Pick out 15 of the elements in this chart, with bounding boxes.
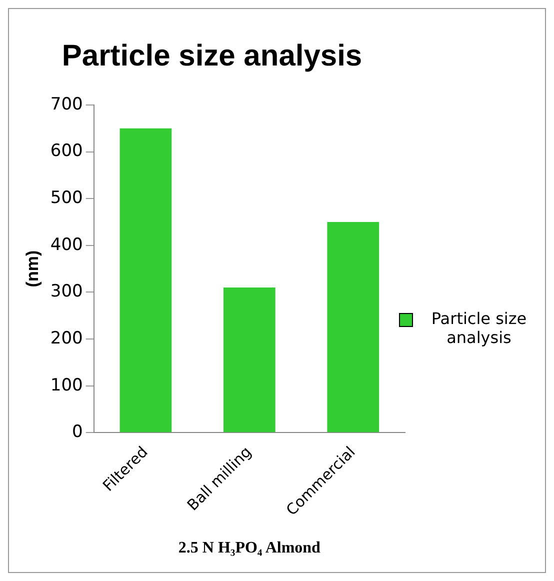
y-tick-label: 0 [72, 422, 83, 442]
y-tick-label: 200 [50, 328, 83, 348]
bar [327, 222, 380, 432]
bar [223, 288, 276, 432]
bar [120, 128, 172, 432]
legend-label: Particle size analysis [430, 309, 528, 347]
y-tick-label: 700 [50, 94, 83, 114]
y-tick-label: 500 [50, 188, 83, 208]
y-tick-label: 400 [50, 234, 83, 255]
y-tick-label: 300 [50, 282, 83, 302]
y-tick-label: 100 [50, 375, 83, 396]
x-axis-title: 2.5 N H₃PO₄ Almond [178, 540, 321, 557]
chart-title: Particle size analysis [62, 39, 362, 72]
y-axis-title: (nm) [22, 250, 42, 288]
y-tick-label: 600 [50, 141, 83, 162]
